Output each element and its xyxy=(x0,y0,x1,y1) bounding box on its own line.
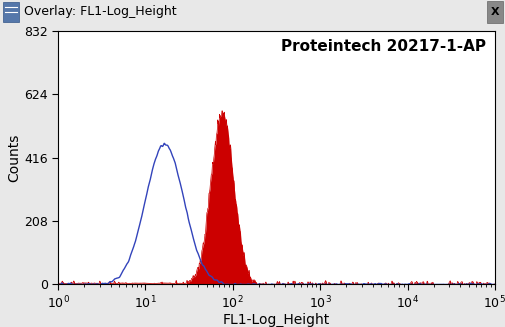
X-axis label: FL1-Log_Height: FL1-Log_Height xyxy=(223,313,330,327)
Text: Overlay: FL1-Log_Height: Overlay: FL1-Log_Height xyxy=(24,5,177,18)
FancyBboxPatch shape xyxy=(487,1,503,23)
Y-axis label: Counts: Counts xyxy=(7,134,21,182)
Text: Proteintech 20217-1-AP: Proteintech 20217-1-AP xyxy=(281,39,486,54)
Text: X: X xyxy=(491,7,500,17)
FancyBboxPatch shape xyxy=(3,2,19,22)
